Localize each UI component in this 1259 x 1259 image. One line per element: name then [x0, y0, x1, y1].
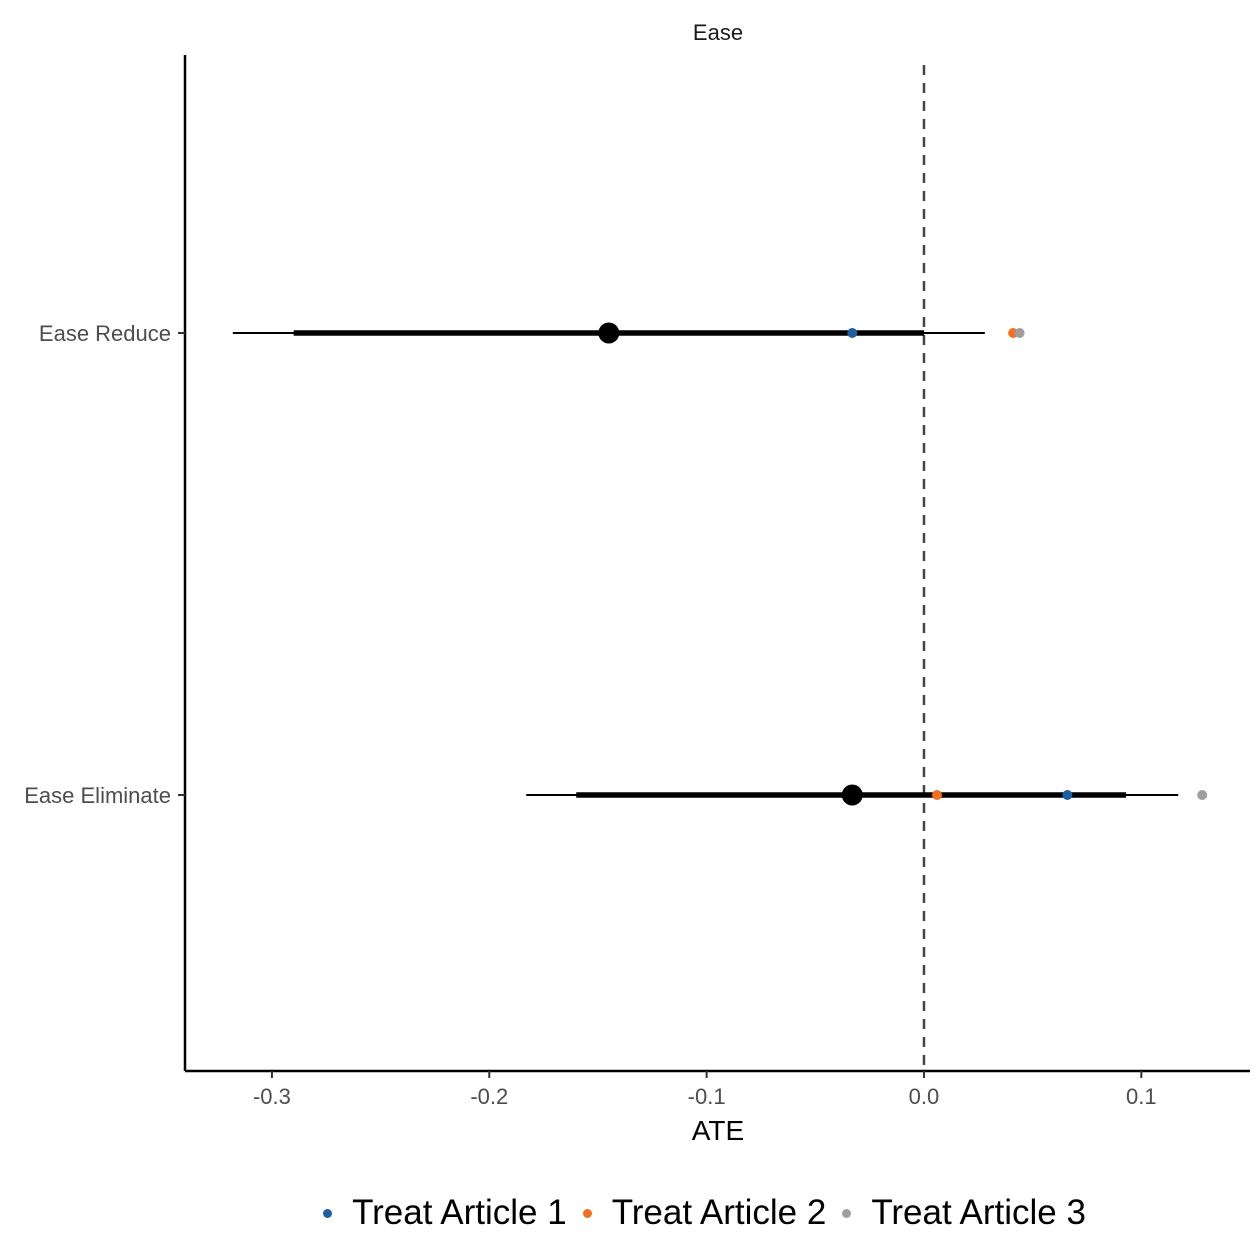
ate-point	[841, 784, 863, 806]
legend-item: Treat Article 3	[842, 1193, 1086, 1233]
legend-label: Treat Article 2	[611, 1193, 827, 1232]
series-point	[1014, 328, 1025, 338]
x-axis-title: ATE	[692, 1115, 744, 1146]
legend-key	[323, 1208, 333, 1218]
legend-item: Treat Article 2	[582, 1193, 827, 1233]
x-tick-label: 0.1	[1126, 1084, 1157, 1109]
series-point	[1197, 790, 1208, 800]
y-tick-label: Ease Reduce	[39, 321, 171, 346]
x-tick-label: 0.0	[909, 1084, 940, 1109]
ate-point	[598, 322, 620, 344]
forest-plot: Ease -0.3 -0.2 -0.1 0.0 0.1 Ease Reduce Ease E…	[24, 20, 1250, 1146]
legend-key	[842, 1208, 852, 1218]
legend-label: Treat Article 1	[352, 1193, 567, 1232]
series-point	[847, 328, 858, 338]
series-point	[1062, 790, 1073, 800]
series-point	[932, 790, 943, 800]
facet-title: Ease	[693, 20, 743, 45]
x-tick-label: -0.2	[470, 1084, 508, 1109]
legend-key	[582, 1208, 592, 1218]
x-tick-label: -0.3	[253, 1084, 291, 1109]
legend: Treat Article 1 Treat Article 2 Treat Arti…	[0, 1188, 1259, 1238]
legend-item: Treat Article 1	[323, 1193, 567, 1233]
y-tick-label: Ease Eliminate	[24, 783, 171, 808]
legend-label: Treat Article 3	[871, 1193, 1086, 1232]
x-tick-label: -0.1	[688, 1084, 726, 1109]
